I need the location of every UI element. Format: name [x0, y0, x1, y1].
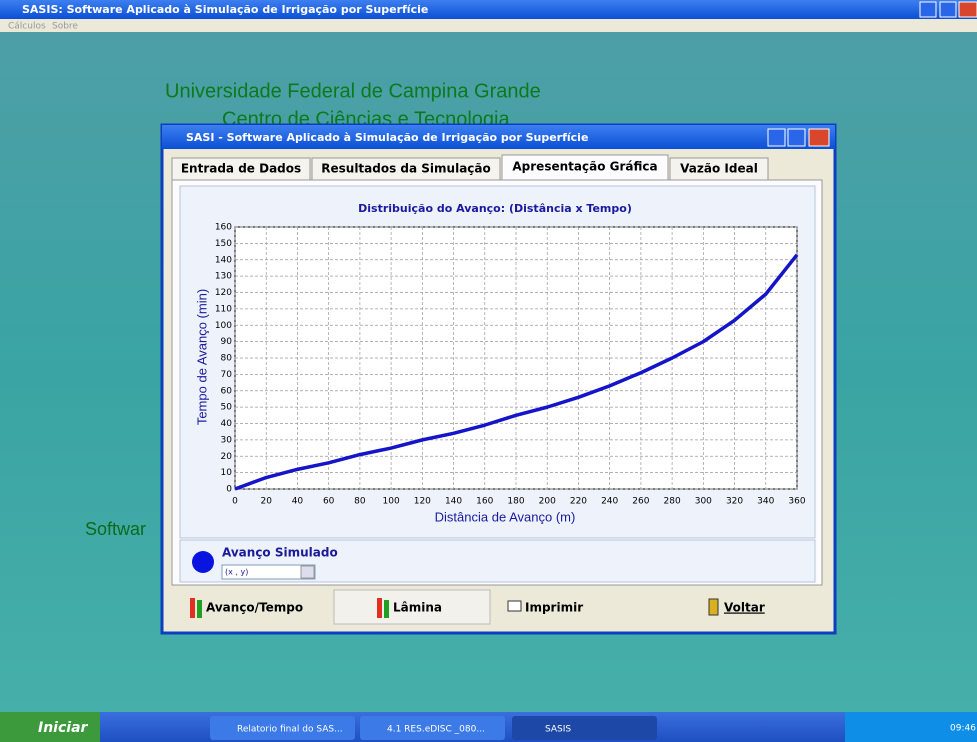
- x-tick-label: 320: [726, 497, 743, 507]
- select-arrow[interactable]: [300, 565, 315, 579]
- x-tick-label: 360: [788, 497, 805, 507]
- x-tick-label: 40: [292, 497, 304, 507]
- menu-item[interactable]: Cálculos: [8, 22, 46, 32]
- x-tick-label: 260: [632, 497, 649, 507]
- y-axis-label: Tempo de Avanço (min): [194, 289, 209, 425]
- y-tick-label: 120: [215, 288, 232, 298]
- tab-label: Vazão Ideal: [680, 162, 758, 176]
- x-tick-label: 100: [383, 497, 400, 507]
- y-tick-label: 150: [215, 239, 232, 249]
- y-tick-label: 10: [221, 468, 233, 478]
- x-tick-label: 280: [664, 497, 681, 507]
- tab-active[interactable]: [501, 154, 669, 181]
- select[interactable]: [221, 564, 316, 580]
- y-tick-label: 30: [221, 435, 233, 445]
- y-tick-label: 20: [221, 452, 233, 462]
- button-label: Avanço/Tempo: [206, 601, 303, 615]
- task-label: 4.1 RES.eDISC _080...: [387, 725, 485, 735]
- button[interactable]: [654, 590, 810, 624]
- x-tick-label: 340: [757, 497, 774, 507]
- y-tick-label: 90: [221, 337, 233, 347]
- close[interactable]: [958, 1, 977, 18]
- tray: [845, 712, 977, 742]
- maximize[interactable]: [787, 128, 806, 147]
- x-tick-label: 180: [507, 497, 524, 507]
- x-tick-label: 300: [695, 497, 712, 507]
- x-tick-label: 120: [414, 497, 431, 507]
- y-tick-label: 50: [221, 403, 233, 413]
- y-tick-label: 110: [215, 304, 232, 314]
- dialog-title-bar: [162, 125, 835, 149]
- title-bar: [0, 0, 977, 19]
- icon: [190, 598, 195, 618]
- icon: [197, 600, 202, 618]
- button-label: Lâmina: [393, 601, 442, 615]
- dialog-title: SASI - Software Aplicado à Simulação de …: [186, 131, 588, 144]
- window-title: SASIS: Software Aplicado à Simulação de …: [22, 3, 428, 16]
- task-item[interactable]: [210, 716, 355, 740]
- x-tick-label: 240: [601, 497, 618, 507]
- x-tick-label: 200: [539, 497, 556, 507]
- button-label: Voltar: [724, 601, 765, 615]
- y-tick-label: 80: [221, 354, 233, 364]
- legend-marker: [192, 551, 214, 573]
- x-tick-label: 160: [476, 497, 493, 507]
- minimize[interactable]: [919, 1, 937, 18]
- line-series: [234, 253, 799, 491]
- start-button[interactable]: [0, 712, 100, 742]
- y-tick-label: 140: [215, 255, 232, 265]
- x-tick-label: 20: [260, 497, 272, 507]
- x-tick-label: 140: [445, 497, 462, 507]
- select-value: (x , y): [225, 568, 248, 577]
- y-tick-label: 70: [221, 370, 233, 380]
- bg-text: Universidade Federal de Campina Grande: [165, 80, 541, 102]
- task-label: SASIS: [545, 725, 571, 735]
- y-tick-label: 0: [226, 485, 232, 495]
- task-label: Relatorio final do SAS...: [237, 725, 343, 735]
- x-axis-label: Distância de Avanço (m): [435, 509, 576, 524]
- task-item[interactable]: [360, 716, 505, 740]
- icon: [507, 600, 522, 612]
- tab-label: Entrada de Dados: [181, 162, 301, 176]
- y-tick-label: 40: [221, 419, 233, 429]
- y-tick-label: 130: [215, 272, 232, 282]
- button-label: Imprimir: [525, 601, 583, 615]
- x-tick-label: 80: [354, 497, 366, 507]
- icon: [377, 598, 382, 618]
- chart-title: Distribuição do Avanço: (Distância x Tem…: [358, 202, 632, 215]
- icon: [708, 598, 719, 616]
- button[interactable]: [333, 589, 491, 625]
- menu-bar: [0, 19, 977, 32]
- clock: 09:46: [950, 724, 976, 734]
- x-tick-label: 220: [570, 497, 587, 507]
- menu-item[interactable]: Sobre: [52, 22, 78, 32]
- x-tick-label: 0: [232, 497, 238, 507]
- maximize[interactable]: [939, 1, 957, 18]
- tab-label: Resultados da Simulação: [321, 162, 491, 176]
- close[interactable]: [808, 128, 830, 147]
- y-tick-label: 100: [215, 321, 232, 331]
- start-label: Iniciar: [38, 720, 89, 736]
- y-tick-label: 160: [215, 223, 232, 233]
- tab-label: Apresentação Gráfica: [512, 160, 657, 174]
- icon: [384, 600, 389, 618]
- minimize[interactable]: [767, 128, 786, 147]
- legend-label: Avanço Simulado: [222, 546, 338, 560]
- x-tick-label: 60: [323, 497, 335, 507]
- y-tick-label: 60: [221, 386, 233, 396]
- task-item[interactable]: [512, 716, 657, 740]
- bg-text: Softwar: [85, 519, 146, 539]
